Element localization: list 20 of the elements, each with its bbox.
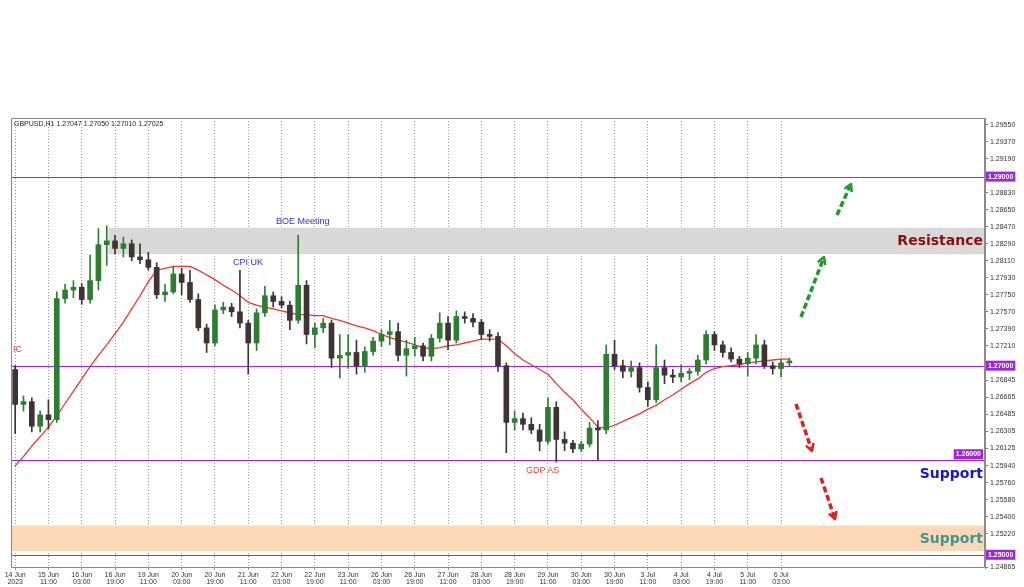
- candlestick: [162, 284, 168, 302]
- candlestick: [744, 352, 751, 377]
- candlestick: [486, 329, 493, 342]
- candlestick: [137, 243, 143, 264]
- candlestick: [461, 311, 468, 324]
- band-label: Resistance: [897, 231, 983, 248]
- annotation: IC: [13, 344, 23, 355]
- annotation: Support: [919, 464, 984, 481]
- candlestick: [678, 364, 684, 383]
- annotation: GDP AS: [526, 465, 560, 476]
- candlestick: [237, 269, 243, 329]
- candlestick: [386, 319, 393, 346]
- candlestick: [337, 334, 343, 379]
- annotation: BOE Meeting: [276, 216, 330, 227]
- annotation: CPI UK: [233, 257, 264, 268]
- candlestick: [220, 302, 227, 315]
- candlestick: [411, 337, 418, 357]
- candlestick: [103, 225, 110, 266]
- candlestick: [345, 334, 351, 369]
- band-label: Support: [919, 529, 984, 546]
